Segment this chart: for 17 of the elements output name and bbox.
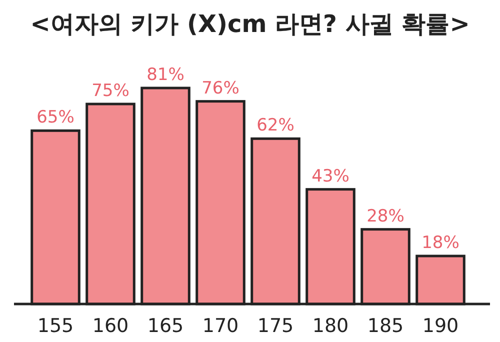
data-label: 62% (256, 116, 294, 136)
data-label: 18% (422, 233, 460, 253)
x-tick-label: 175 (257, 315, 294, 337)
data-label: 43% (312, 166, 350, 186)
data-label: 28% (366, 206, 404, 226)
x-tick-label: 165 (147, 315, 184, 337)
x-tick-label: 155 (37, 315, 74, 337)
data-label: 76% (202, 78, 240, 98)
data-label: 75% (92, 81, 130, 101)
x-tick-label: 185 (367, 315, 404, 337)
x-tick-label: 160 (92, 315, 129, 337)
x-tick-label: 190 (422, 315, 459, 337)
data-label: 81% (146, 65, 184, 85)
x-tick-label: 180 (312, 315, 349, 337)
x-tick-label: 170 (202, 315, 239, 337)
data-label: 65% (36, 108, 74, 128)
chart-title: <여자의 키가 (X)cm 라면? 사귈 확률> (30, 10, 470, 38)
